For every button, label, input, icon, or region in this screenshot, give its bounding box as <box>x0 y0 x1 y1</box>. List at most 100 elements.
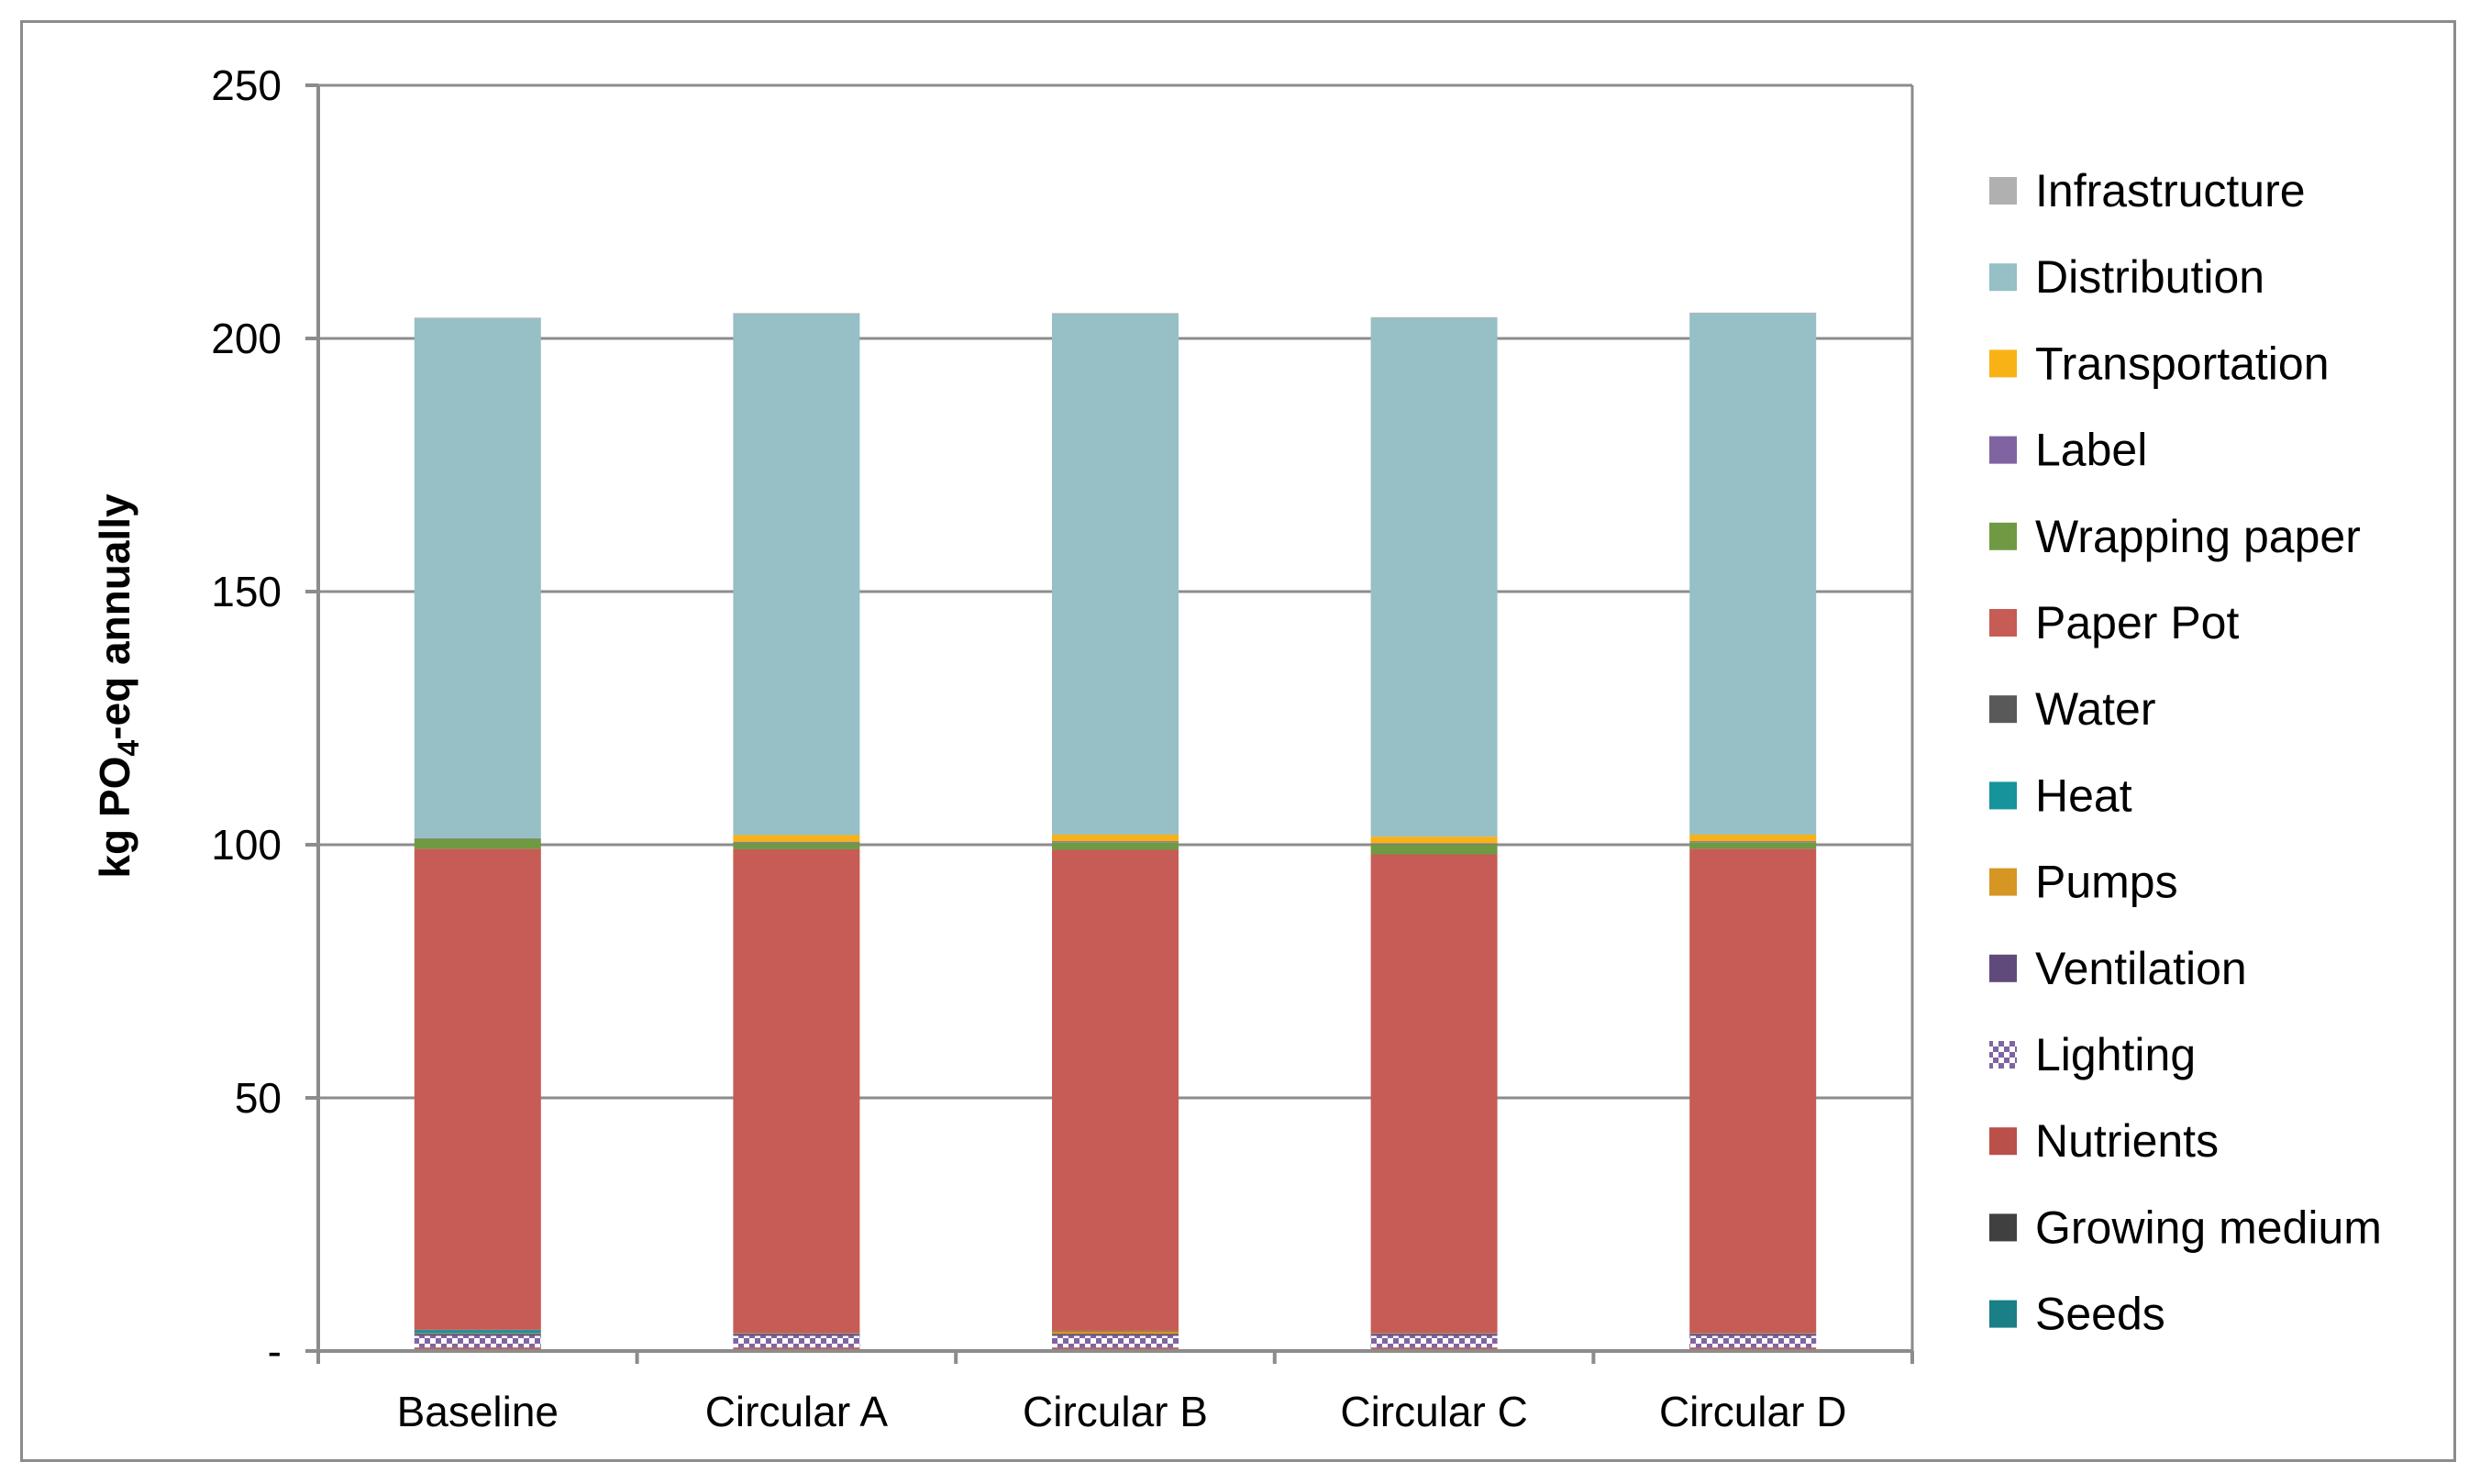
legend-swatch <box>1989 177 2017 205</box>
legend-label: Lighting <box>2035 1029 2196 1080</box>
bar-segment <box>1052 842 1179 850</box>
bar-segment <box>1370 844 1498 855</box>
legend-label: Wrapping paper <box>2035 511 2361 562</box>
legend-swatch <box>1989 1041 2017 1069</box>
x-tick-labels: Baseline Circular A Circular B Circular C Ci… <box>397 1388 1847 1435</box>
legend: Infrastructure Distribution Transportation… <box>1989 165 2382 1340</box>
bar-segment <box>1052 841 1179 843</box>
bar-segment <box>1689 842 1817 849</box>
bar-segment <box>1370 1334 1498 1336</box>
bar-segment <box>733 1347 860 1349</box>
y-axis-title-subscript: 4 <box>112 740 145 757</box>
bar-segment <box>1052 1335 1179 1348</box>
bar-segment <box>1689 841 1817 843</box>
bar-segment <box>414 848 541 1330</box>
legend-swatch <box>1989 695 2017 724</box>
bar-segment <box>1689 1335 1817 1348</box>
legend-label: Growing medium <box>2035 1202 2382 1253</box>
legend-label: Heat <box>2035 770 2132 821</box>
bar-segment <box>1689 1333 1817 1334</box>
bar-segment <box>1052 314 1179 835</box>
y-tick-label: - <box>268 1327 282 1375</box>
bar-segment <box>1370 1335 1498 1348</box>
bar-segment <box>1052 1347 1179 1349</box>
y-tick-label: 50 <box>235 1074 282 1122</box>
legend-swatch <box>1989 781 2017 810</box>
bar-stack <box>733 313 860 1351</box>
legend-swatch <box>1989 1127 2017 1156</box>
y-tick-label: 150 <box>211 568 282 615</box>
legend-label: Paper Pot <box>2035 597 2239 648</box>
legend-swatch <box>1989 522 2017 550</box>
bar-segment <box>1689 1347 1817 1349</box>
bar-segment <box>1370 1347 1498 1349</box>
bar-segment <box>1370 836 1498 844</box>
bar-segment <box>733 314 860 836</box>
bar-segment <box>1689 848 1817 1334</box>
bar-segment <box>1370 317 1498 837</box>
bar-segment <box>1052 1330 1179 1332</box>
legend-label: Label <box>2035 425 2147 476</box>
legend-swatch <box>1989 609 2017 637</box>
chart-frame: - 50 100 150 200 250 Baseline Circular A Circul… <box>20 20 2456 1462</box>
bar-segment <box>1370 843 1498 845</box>
bar-stack <box>1370 316 1498 1351</box>
bar-segment <box>1689 312 1817 314</box>
bar-segment <box>414 318 541 838</box>
y-tick-label: 100 <box>211 821 282 869</box>
x-tick-label: Circular A <box>705 1388 889 1435</box>
legend-label: Ventilation <box>2035 943 2247 994</box>
bar-segment <box>414 1329 541 1331</box>
bar-segment <box>733 835 860 842</box>
legend-label: Nutrients <box>2035 1115 2219 1167</box>
bar-stack <box>414 317 541 1351</box>
x-tick-label: Circular B <box>1023 1388 1208 1435</box>
x-tick-label: Circular C <box>1340 1388 1527 1435</box>
y-tick-labels: - 50 100 150 200 250 <box>211 61 282 1375</box>
bar-segment <box>414 838 541 849</box>
bar-segment <box>1689 1334 1817 1336</box>
y-tick-label: 200 <box>211 315 282 362</box>
bar-segment <box>1052 313 1179 315</box>
bars <box>414 312 1817 1351</box>
legend-label: Infrastructure <box>2035 165 2306 216</box>
y-axis-title-part-2: -eq annually <box>91 493 138 740</box>
bar-segment <box>1689 834 1817 842</box>
legend-swatch <box>1989 868 2017 896</box>
legend-label: Water <box>2035 683 2156 735</box>
bar-segment <box>733 1334 860 1336</box>
bar-segment <box>733 841 860 843</box>
bar-segment <box>1052 834 1179 842</box>
x-tick-label: Circular D <box>1659 1388 1846 1435</box>
bar-segment <box>1689 313 1817 835</box>
legend-swatch <box>1989 1213 2017 1242</box>
legend-swatch <box>1989 954 2017 982</box>
legend-label: Pumps <box>2035 857 2178 908</box>
bar-segment <box>414 1335 541 1348</box>
bar-segment <box>414 1347 541 1349</box>
bar-segment <box>414 837 541 839</box>
bar-segment <box>733 1335 860 1348</box>
bar-segment <box>1052 849 1179 1331</box>
bar-segment <box>733 1333 860 1334</box>
bar-segment <box>414 1334 541 1336</box>
y-axis-title: kg PO4-eq annually <box>91 493 145 879</box>
legend-swatch <box>1989 1300 2017 1328</box>
y-tick-label: 250 <box>211 61 282 109</box>
legend-label: Transportation <box>2035 338 2330 389</box>
bar-segment <box>1052 1334 1179 1336</box>
legend-label: Seeds <box>2035 1289 2165 1340</box>
bar-segment <box>1052 1331 1179 1334</box>
chart-svg: - 50 100 150 200 250 Baseline Circular A Circul… <box>91 61 2382 1435</box>
bar-segment <box>414 317 541 319</box>
legend-label: Distribution <box>2035 251 2264 303</box>
bar-stack <box>1052 313 1179 1351</box>
bar-segment <box>733 313 860 315</box>
y-axis-title-part-1: kg PO <box>91 757 138 879</box>
bar-segment <box>733 842 860 849</box>
bar-segment <box>414 1330 541 1334</box>
bar-segment <box>1370 316 1498 318</box>
bar-segment <box>733 848 860 1334</box>
legend-swatch <box>1989 263 2017 292</box>
legend-swatch <box>1989 436 2017 464</box>
